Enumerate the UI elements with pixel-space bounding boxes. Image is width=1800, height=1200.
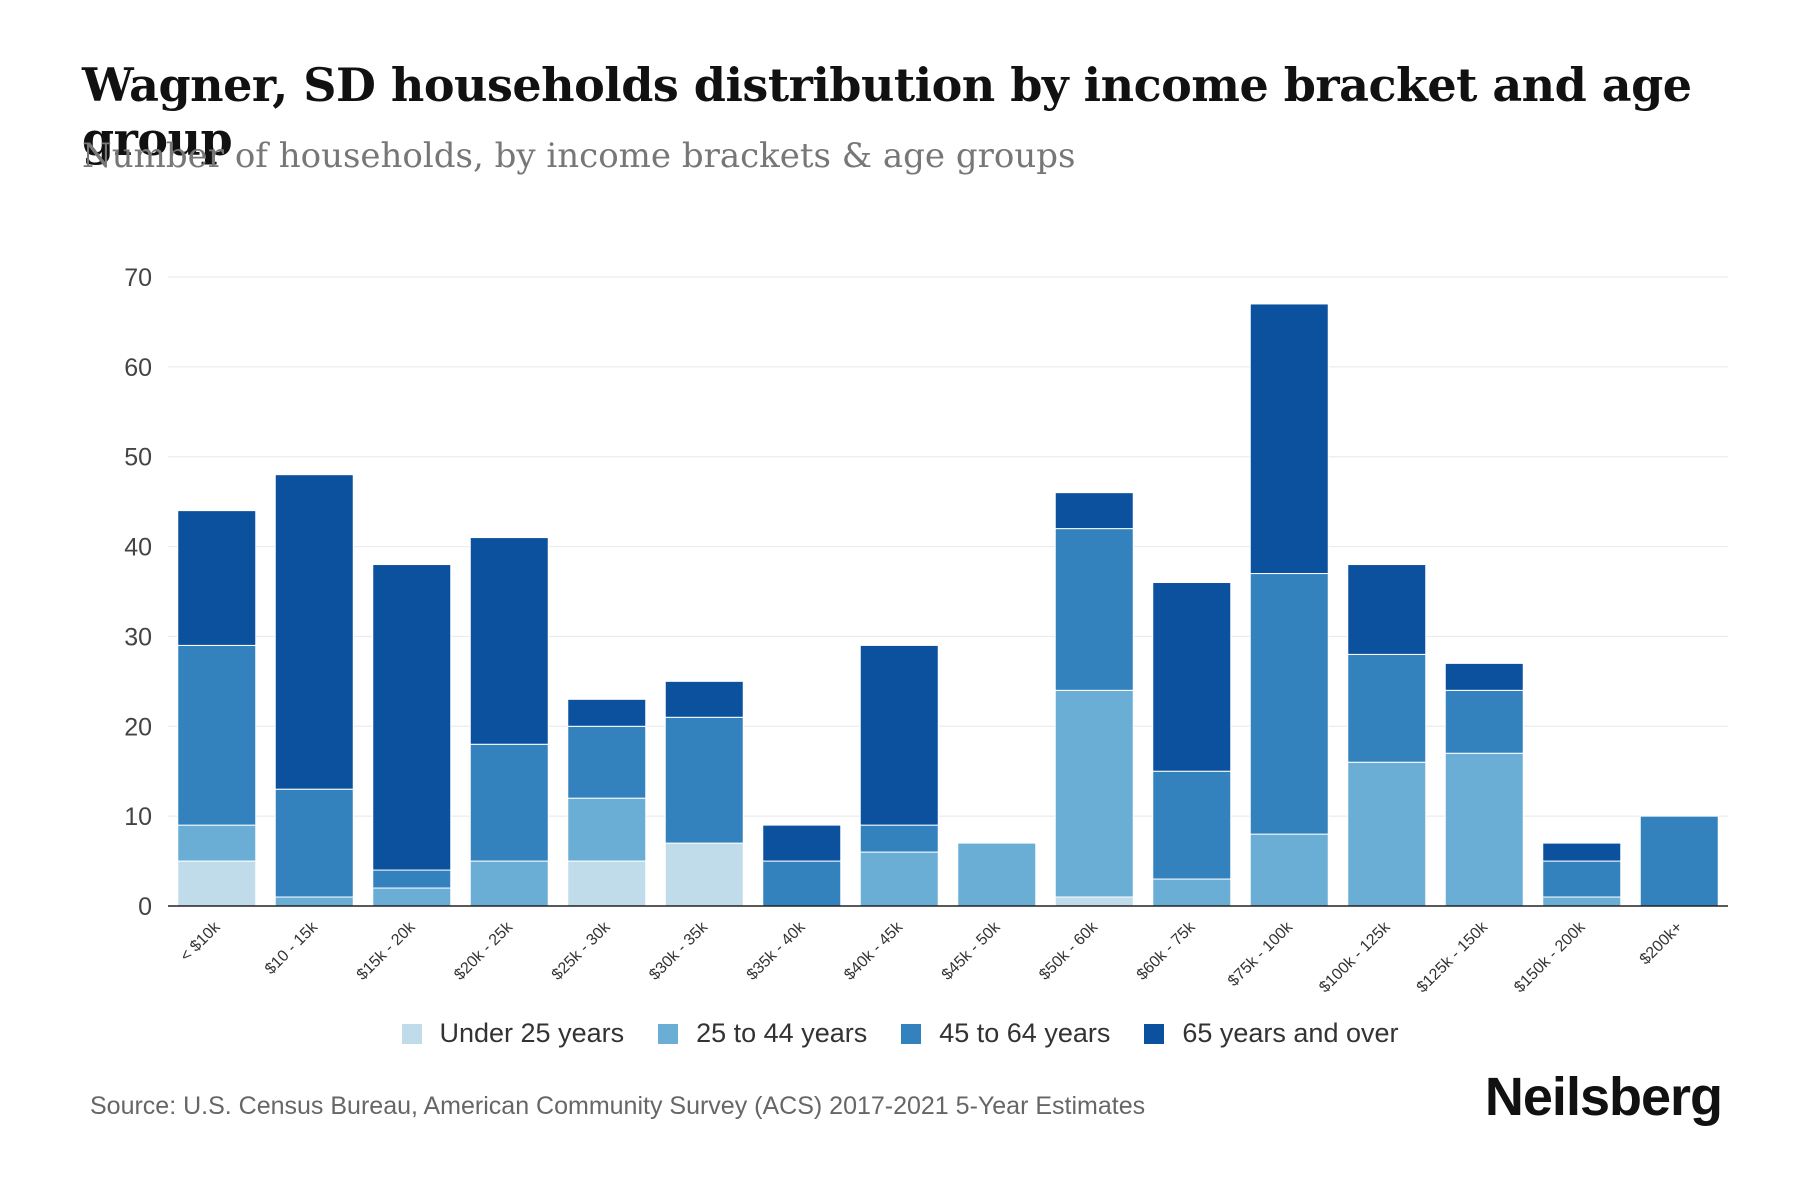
chart-title: Wagner, SD households distribution by in…: [82, 58, 1692, 166]
legend-label: 25 to 44 years: [696, 1018, 868, 1048]
legend-item: 65 years and over: [1144, 1018, 1399, 1049]
bar-segment: [567, 797, 647, 862]
x-tick-label: $30k - 35k: [646, 918, 712, 984]
legend-label: 65 years and over: [1182, 1018, 1399, 1048]
legend-swatch: [1144, 1023, 1165, 1044]
bar-segment: [274, 788, 354, 898]
bar-segment: [859, 824, 939, 853]
bar-segment: [664, 716, 744, 844]
legend-item: Under 25 years: [401, 1018, 625, 1049]
brand-logo: Neilsberg: [1484, 1067, 1723, 1127]
bar-segment: [177, 510, 257, 646]
y-tick-label: 40: [124, 534, 152, 562]
x-tick-label: $10 - 15k: [262, 918, 322, 978]
bar-segment: [372, 564, 452, 871]
bar-segment: [1054, 528, 1134, 691]
bar-segment: [1347, 564, 1427, 655]
bar-segment: [1249, 833, 1329, 907]
legend-item: 45 to 64 years: [901, 1018, 1110, 1049]
x-tick-label: $45k - 50k: [939, 918, 1005, 984]
legend-swatch: [658, 1023, 679, 1044]
x-tick-label: $125k - 150k: [1414, 918, 1492, 996]
x-tick-label: $25k - 30k: [549, 918, 615, 984]
y-tick-label: 60: [124, 354, 152, 382]
x-tick-label: $150k - 200k: [1511, 918, 1589, 996]
legend-label: 45 to 64 years: [939, 1018, 1111, 1048]
bar-segment: [762, 860, 842, 907]
bar-segment: [1347, 761, 1427, 907]
bar-segment: [664, 842, 744, 907]
x-tick-label: $40k - 45k: [841, 918, 907, 984]
bar-segment: [1152, 878, 1232, 907]
bar-segment: [1444, 662, 1524, 691]
bar-segment: [372, 887, 452, 907]
bar-segment: [1444, 752, 1524, 907]
x-tick-label: $15k - 20k: [354, 918, 420, 984]
source-note: Source: U.S. Census Bureau, American Com…: [90, 1092, 1146, 1120]
bars: [177, 303, 1719, 907]
bar-segment: [567, 725, 647, 799]
legend-item: 25 to 44 years: [658, 1018, 867, 1049]
bar-segment: [859, 851, 939, 907]
bar-segment: [1542, 842, 1622, 862]
bar-segment: [1054, 689, 1134, 898]
chart-subtitle: Number of households, by income brackets…: [82, 136, 1076, 176]
bar-segment: [957, 842, 1037, 907]
bar-segment: [469, 743, 549, 862]
bar-segment: [567, 698, 647, 727]
x-tick-label: $200k+: [1637, 919, 1686, 968]
legend-swatch: [401, 1023, 422, 1044]
bar-segment: [1639, 815, 1719, 907]
bar-segment: [274, 896, 354, 907]
bar-segment: [567, 860, 647, 907]
y-tick-label: 0: [138, 893, 152, 921]
bar-segment: [1152, 582, 1232, 772]
legend: Under 25 years 25 to 44 years 45 to 64 yea…: [0, 1018, 1800, 1049]
x-tick-label: $20k - 25k: [451, 918, 517, 984]
y-tick-label: 20: [124, 713, 152, 741]
bar-segment: [762, 824, 842, 862]
bar-segment: [1249, 573, 1329, 835]
bar-segment: [1054, 896, 1134, 907]
y-tick-label: 70: [124, 264, 152, 292]
bar-segment: [1347, 653, 1427, 763]
bar-segment: [177, 860, 257, 907]
bar-segment: [1152, 770, 1232, 880]
bar-segment: [859, 644, 939, 826]
x-tick-label: $75k - 100k: [1225, 918, 1297, 990]
bar-segment: [1542, 860, 1622, 898]
y-tick-label: 10: [124, 803, 152, 831]
y-tick-label: 30: [124, 623, 152, 651]
x-tick-label: < $10k: [177, 918, 224, 965]
bar-segment: [469, 860, 549, 907]
legend-swatch: [901, 1023, 922, 1044]
bar-segment: [1249, 303, 1329, 575]
x-tick-label: $35k - 40k: [744, 918, 810, 984]
x-tick-label: $100k - 125k: [1316, 918, 1394, 996]
stacked-bar-chart: 0 10 20 30 40 50 60 70 < $10k $10 - 15k $15k - 20…: [124, 264, 1728, 996]
legend-label: Under 25 years: [439, 1018, 625, 1048]
bar-segment: [1054, 492, 1134, 530]
bar-segment: [372, 869, 452, 889]
bar-segment: [274, 474, 354, 790]
bar-segment: [177, 644, 257, 826]
y-axis-ticks: 0 10 20 30 40 50 60 70: [124, 264, 152, 921]
y-tick-label: 50: [124, 444, 152, 472]
bar-segment: [1444, 689, 1524, 754]
bar-segment: [469, 537, 549, 745]
bar-segment: [664, 680, 744, 718]
bar-segment: [177, 824, 257, 862]
x-tick-label: $60k - 75k: [1134, 918, 1200, 984]
bar-segment: [1542, 896, 1622, 907]
x-axis-ticks: < $10k $10 - 15k $15k - 20k $20k - 25k $25k …: [177, 918, 1686, 996]
x-tick-label: $50k - 60k: [1036, 918, 1102, 984]
